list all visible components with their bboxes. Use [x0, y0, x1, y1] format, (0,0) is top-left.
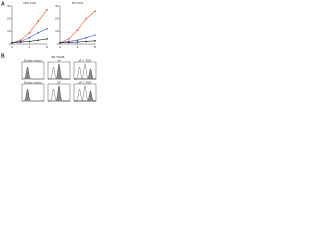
histogram-frame	[73, 83, 97, 102]
panel-label: A	[1, 1, 5, 7]
point	[28, 36, 31, 39]
x-tick-label: 0	[59, 45, 61, 49]
histogram	[48, 85, 70, 102]
point	[59, 41, 61, 44]
line	[11, 28, 48, 44]
x-tick-label: 4	[77, 45, 79, 49]
point	[94, 40, 96, 42]
point	[76, 39, 79, 41]
histogram-label: sF + TGF	[79, 58, 92, 62]
point	[46, 38, 48, 40]
chart-title: 10% FCS	[23, 1, 36, 5]
point	[85, 17, 88, 20]
histogram	[22, 88, 44, 102]
histogram	[22, 66, 44, 80]
histogram-frame	[21, 83, 45, 102]
point	[19, 41, 22, 43]
histogram-frame	[21, 61, 45, 80]
panel-title: B1-TGFB	[52, 55, 65, 59]
x-tick-label: 8	[46, 45, 48, 49]
page: A B B1-TGFB 10% FCS 0 10 20 30 0 4 8 5% FCS 0 10 20…	[0, 0, 320, 107]
histogram	[48, 63, 70, 80]
histogram-label: sF + TGF	[79, 80, 92, 84]
point	[46, 28, 48, 30]
y-tick-label: 0	[57, 42, 59, 46]
histogram-label: sF	[57, 58, 61, 62]
point	[46, 9, 48, 11]
y-tick-label: 30	[7, 4, 11, 8]
point	[76, 41, 79, 43]
point	[85, 36, 88, 39]
histogram	[74, 68, 96, 80]
x-tick-label: 4	[29, 45, 31, 49]
histogram-label: sF	[57, 80, 61, 84]
y-tick-label: 0	[9, 42, 11, 46]
y-tick-label: 20	[55, 16, 59, 20]
point	[11, 41, 13, 44]
point	[37, 31, 40, 34]
point	[19, 39, 22, 41]
point	[67, 38, 70, 40]
y-tick-label: 20	[7, 16, 11, 20]
chart-title: 5% FCS	[72, 1, 83, 5]
point	[28, 31, 31, 34]
histogram-frame	[73, 61, 97, 80]
point	[94, 34, 96, 36]
point	[67, 41, 70, 44]
line	[59, 10, 96, 44]
point	[37, 20, 40, 23]
histogram-label: Empty vector	[24, 58, 42, 62]
x-tick-label: 8	[94, 45, 96, 49]
point	[37, 39, 40, 41]
y-tick-label: 10	[55, 29, 59, 33]
point	[85, 40, 88, 43]
x-tick-label: 0	[11, 45, 13, 49]
panel-label: B	[1, 53, 5, 59]
point	[94, 10, 96, 12]
y-tick-label: 10	[7, 29, 11, 33]
point	[76, 29, 79, 31]
histogram	[74, 90, 96, 102]
y-tick-label: 30	[55, 4, 59, 8]
point	[28, 40, 31, 43]
histogram-label: Empty vector	[24, 80, 42, 84]
